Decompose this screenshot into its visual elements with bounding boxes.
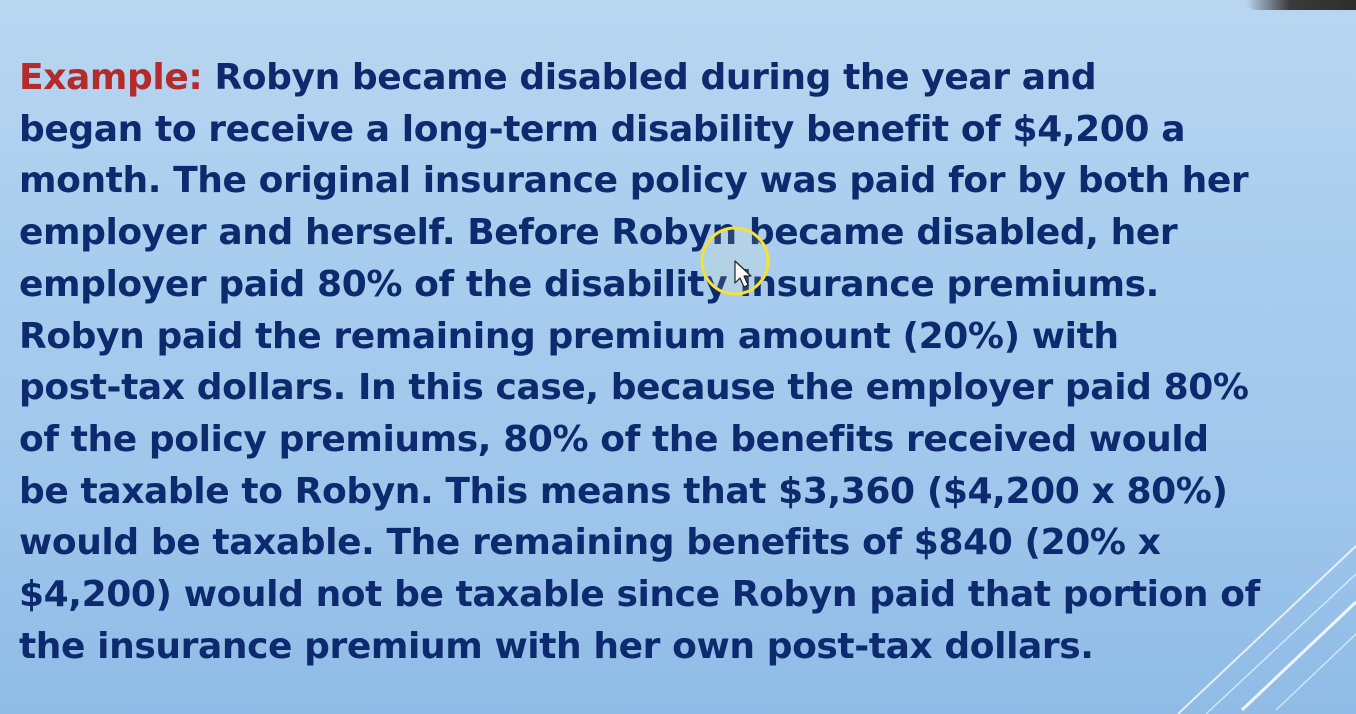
text-line-7: post-tax dollars. In this case, because … (19, 367, 1249, 409)
text-line-5: employer paid 80% of the disability insu… (19, 263, 1159, 305)
text-line-9: be taxable to Robyn. This means that $3,… (19, 470, 1228, 512)
text-line-12: the insurance premium with her own post-… (19, 625, 1094, 667)
text-line-2: began to receive a long-term disability … (19, 108, 1186, 150)
text-line-1-rest: Robyn became disabled during the year an… (202, 57, 1097, 98)
text-line-4: employer and herself. Before Robyn becam… (19, 212, 1178, 254)
window-corner-shade (1246, 0, 1356, 10)
text-line-3: month. The original insurance policy was… (19, 160, 1249, 202)
text-line-11: $4,200) would not be taxable since Robyn… (19, 574, 1260, 616)
text-line-10: would be taxable. The remaining benefits… (19, 522, 1161, 564)
text-line-1: Example: Robyn became disabled during th… (19, 52, 1319, 104)
slide-body-text: Example: Robyn became disabled during th… (19, 52, 1319, 672)
text-line-6: Robyn paid the remaining premium amount … (19, 315, 1119, 357)
text-line-8: of the policy premiums, 80% of the benef… (19, 418, 1209, 460)
example-label: Example: (19, 57, 203, 98)
